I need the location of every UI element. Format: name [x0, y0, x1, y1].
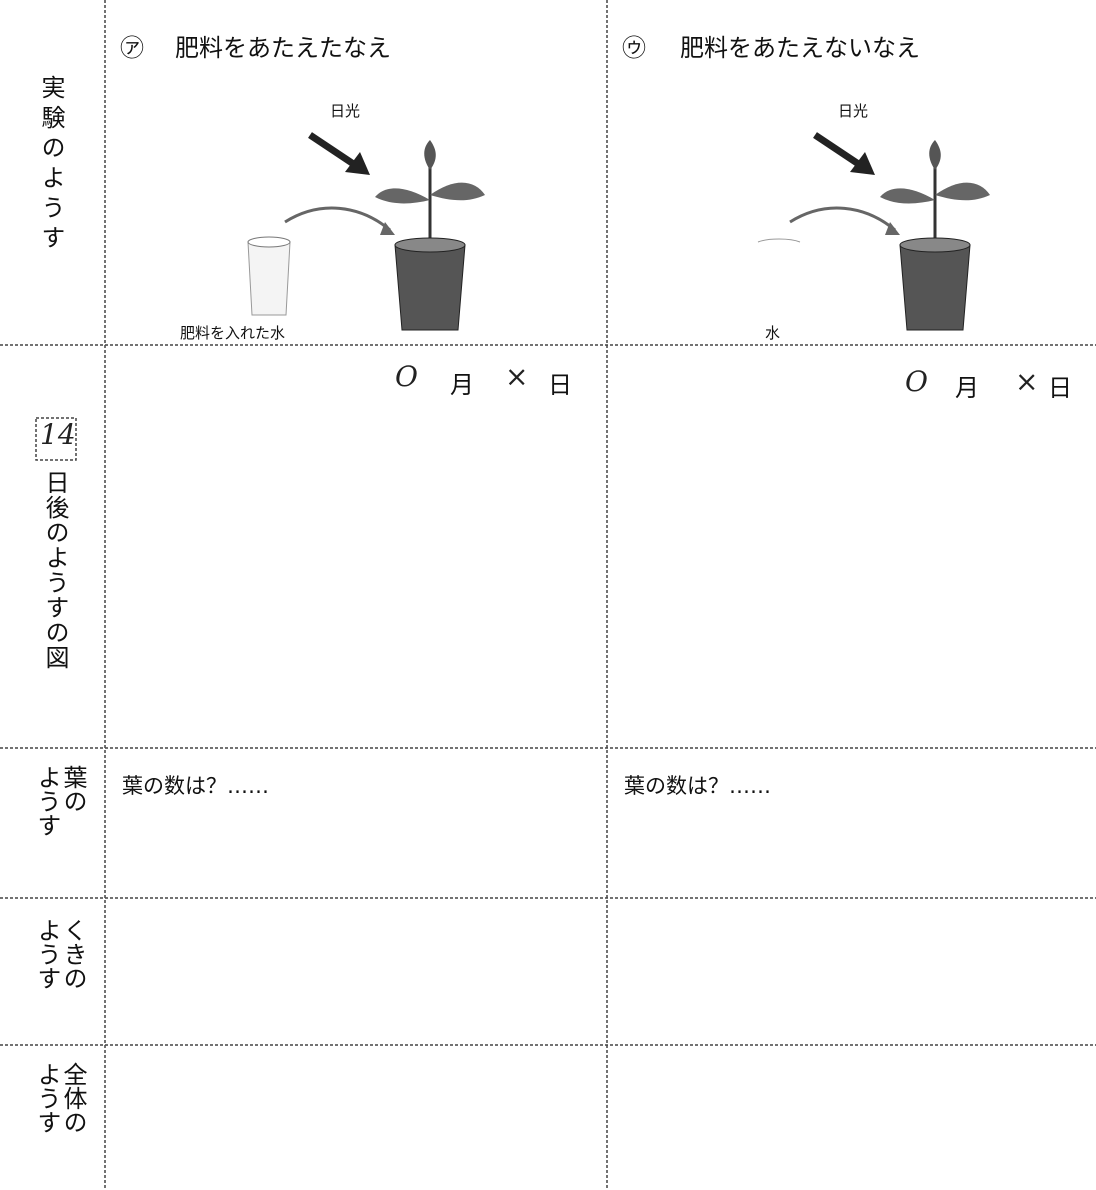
- date-part: 月: [955, 374, 979, 402]
- date-part: 日: [1048, 374, 1072, 402]
- leaf-count-prompt: 葉の数は？……: [122, 774, 269, 798]
- row-label: 全体の ようす: [33, 1062, 87, 1134]
- row-label: 実験のようす: [37, 75, 65, 255]
- row-label-part: くきの: [59, 918, 87, 990]
- water-label: 肥料を入れた水: [180, 324, 286, 342]
- column-mark: ㋐: [120, 34, 144, 62]
- row-label-part: ようす: [33, 765, 61, 837]
- date-part: O: [905, 365, 928, 398]
- date-part: ×: [1015, 365, 1039, 398]
- column-title: 肥料をあたえないなえ: [680, 34, 920, 62]
- column-mark: ㋒: [622, 34, 646, 62]
- row-label-part: 葉の: [59, 765, 87, 813]
- date-part: O: [395, 360, 418, 393]
- sunlight-label: 日光: [838, 102, 869, 120]
- sunlight-label: 日光: [330, 102, 361, 120]
- date-part: 日: [548, 371, 572, 399]
- water-label: 水: [765, 324, 781, 342]
- row-label-part: 全体の: [59, 1062, 87, 1134]
- row-label: くきの ようす: [33, 918, 87, 990]
- date-part: ×: [505, 360, 529, 393]
- row-label: 葉の ようす: [33, 765, 87, 837]
- row-label: 日後のようすの図: [41, 470, 69, 670]
- row-label-part: ようす: [33, 918, 61, 990]
- row-label-part: ようす: [33, 1062, 61, 1134]
- column-title: 肥料をあたえたなえ: [175, 34, 391, 62]
- leaf-count-prompt: 葉の数は？……: [624, 774, 771, 798]
- date-part: 月: [450, 371, 474, 399]
- handwritten-days: 14: [40, 418, 76, 451]
